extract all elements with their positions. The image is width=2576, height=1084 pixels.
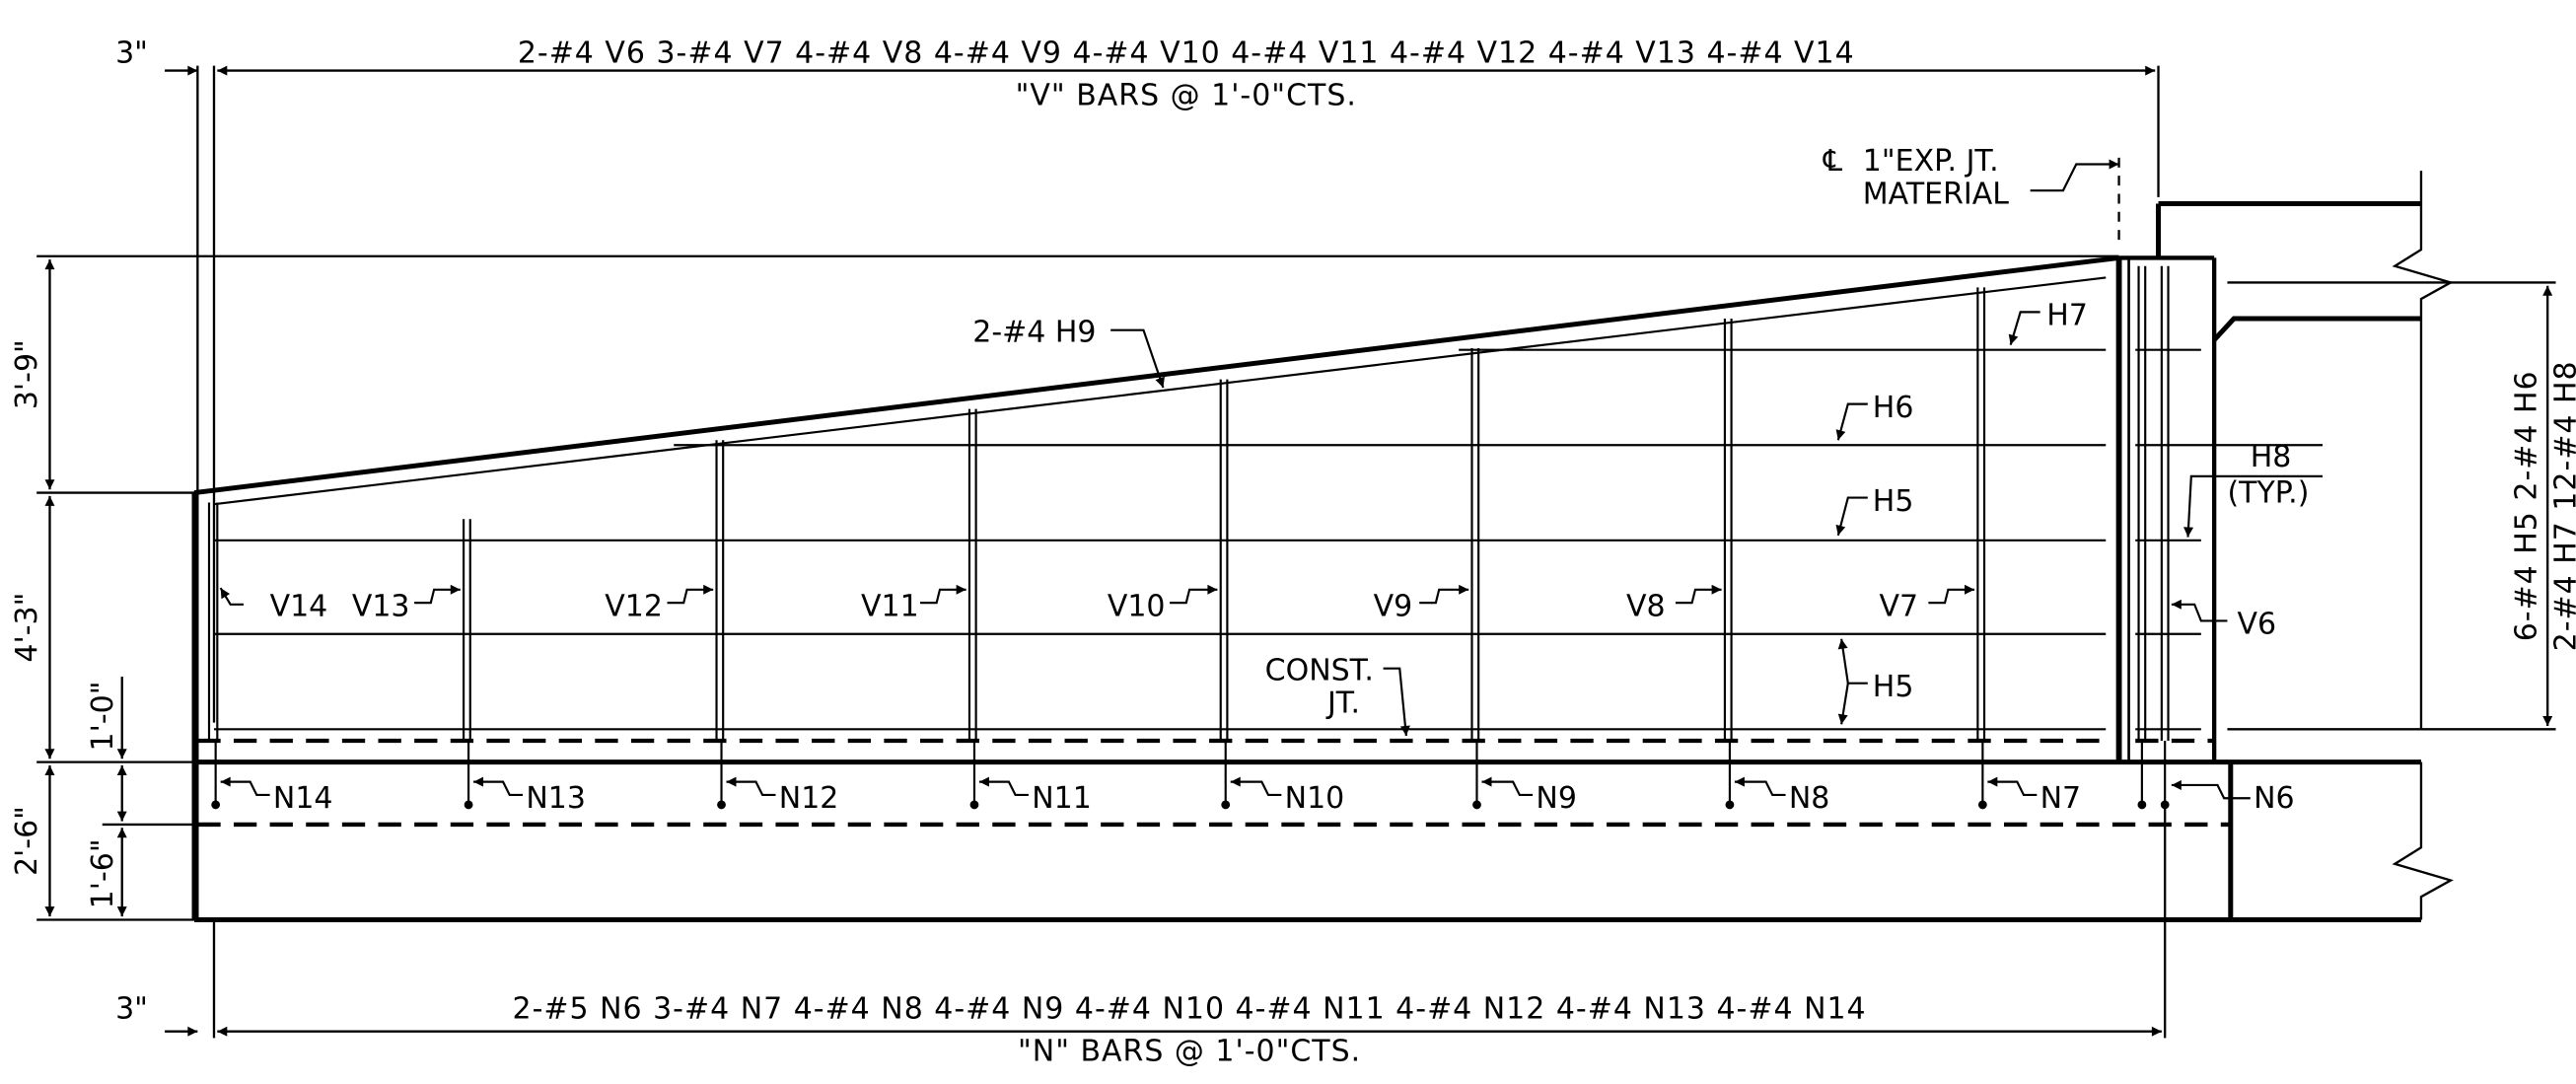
n11-label: N11 [1032,781,1092,816]
n14-bar-end [211,800,221,810]
v10-leader [1170,584,1218,605]
n11-leader [978,776,1029,797]
construction-joints [197,738,2231,828]
h6-leader [1835,402,1868,441]
n6-bar-b-end [2160,800,2170,810]
const-joint-leader [1383,667,1410,737]
n13-leader [473,776,524,797]
v8-label: V8 [1626,589,1666,623]
exp-joint-label-1: 1"EXP. JT. [1863,144,1999,179]
concrete-outline [191,157,2556,922]
n6-leader [2171,779,2251,800]
v10-label: V10 [1108,589,1166,623]
break-line-lower [2392,761,2454,920]
n8-leader [1734,776,1786,797]
n13-bar-end [464,800,473,810]
const-jt-label-2: JT. [1325,687,1360,721]
v13-leader [414,584,461,605]
n-bars-note: "N" BARS @ 1'-0"CTS. [1018,1035,1361,1069]
right-dim-label-2: 2-#4 H7 12-#4 H8 [2548,360,2576,651]
h6-label: H6 [1873,391,1914,425]
h5-label-upper: H5 [1873,484,1914,519]
n10-bar-end [1221,800,1231,810]
annotation-labels: ℄ 1"EXP. JT. MATERIAL 2-#4 H9 H7 H6 H5 H… [270,144,2310,816]
vertical-bars [207,265,2170,741]
n7-leader [1987,776,2038,797]
h9-bar [213,276,2107,506]
bottom-dimension [165,808,2167,1039]
dim-label-1-6: 1'-6" [86,838,120,908]
v6-label: V6 [2237,608,2276,642]
n9-leader [1481,776,1534,797]
n7-label: N7 [2040,781,2082,816]
v7-leader [1928,584,1975,605]
dim-label-2-6: 2'-6" [10,806,44,876]
centerline-symbol: ℄ [1823,144,1842,179]
h5-leader-upper [1835,496,1868,537]
v-bars-schedule: 2-#4 V6 3-#4 V7 4-#4 V8 4-#4 V9 4-#4 V10… [518,36,1855,70]
n14-label: N14 [273,781,333,816]
leaders [219,159,2324,800]
v9-leader [1419,584,1469,605]
left-dimensions [36,254,2119,921]
v12-label: V12 [605,589,663,623]
v14-leader [219,587,244,606]
seat-ledge [2212,316,2421,342]
v7-label: V7 [1879,589,1918,623]
h8-leader [2183,474,2324,538]
n10-label: N10 [1285,781,1345,816]
h7-leader [2008,311,2040,345]
n8-bar-end [1725,800,1735,810]
v11-label: V11 [861,589,919,623]
dim-label-4-3: 4'-3" [10,593,44,663]
h8-label: H8 [2251,440,2292,474]
horizontal-bars [213,276,2324,731]
exp-joint-leader [2030,159,2119,192]
v14-label: V14 [270,589,328,623]
wall-top-slope [193,254,2119,496]
h9-leader [1110,328,1165,389]
n14-leader [220,776,270,797]
h5-leader-lower-up [1837,638,1868,685]
exp-joint-label-2: MATERIAL [1863,177,2009,211]
dim-label-1-0: 1'-0" [86,682,120,752]
n12-bar-end [717,800,726,810]
n9-label: N9 [1536,781,1577,816]
v8-leader [1675,584,1722,605]
v9-label: V9 [1374,589,1413,623]
n6-label: N6 [2254,781,2294,816]
n6-bar-a-end [2137,800,2147,810]
v-bars-note: "V" BARS @ 1'-0"CTS. [1016,79,1357,113]
h8-typ-label: (TYP.) [2227,476,2309,511]
h9-label: 2-#4 H9 [972,315,1096,349]
n-bars-schedule: 2-#5 N6 3-#4 N7 4-#4 N8 4-#4 N9 4-#4 N10… [513,991,1867,1026]
n7-bar-end [1977,800,1987,810]
top-offset-label: 3" [115,36,148,70]
v6-leader [2171,599,2228,622]
const-jt-label-1: CONST. [1265,653,1374,687]
n12-label: N12 [779,781,839,816]
v12-leader [667,584,714,605]
h5-leader-lower-down [1837,683,1849,725]
dim-label-3-9: 3'-9" [10,339,44,409]
n10-leader [1230,776,1282,797]
n8-label: N8 [1789,781,1829,816]
break-line-upper [2392,171,2454,730]
v13-label: V13 [352,589,410,623]
bottom-offset-label: 3" [115,991,148,1026]
top-dimension [165,65,2160,920]
h5-label-lower: H5 [1873,670,1914,704]
right-dim-label-1: 6-#4 H5 2-#4 H6 [2510,370,2544,641]
n13-label: N13 [526,781,586,816]
h7-label: H7 [2046,299,2088,333]
n12-leader [726,776,776,797]
dowel-bars [211,740,2170,810]
v11-leader [920,584,966,605]
n9-bar-end [1472,800,1481,810]
n11-bar-end [969,800,979,810]
